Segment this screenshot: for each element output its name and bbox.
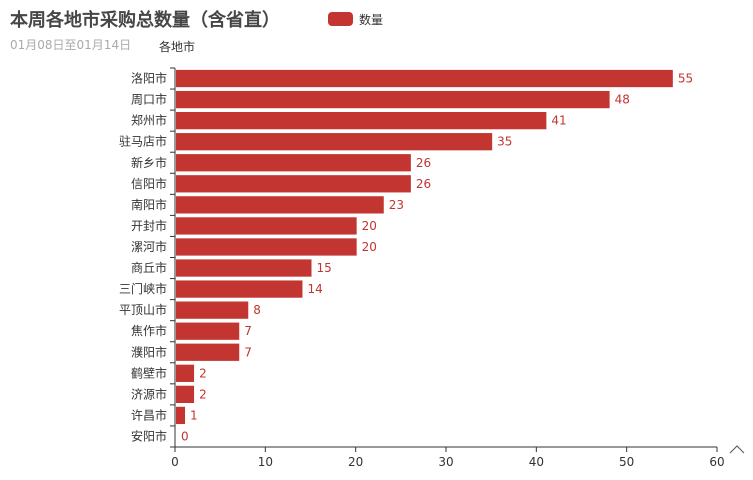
- category-label: 驻马店市: [119, 134, 167, 149]
- bar[interactable]: [176, 280, 303, 298]
- data-label: 35: [497, 135, 512, 149]
- category-label: 商丘市: [131, 260, 167, 275]
- category-label: 南阳市: [131, 197, 167, 212]
- data-label: 14: [307, 282, 322, 296]
- category-label: 济源市: [131, 386, 167, 401]
- x-tick-label: 40: [529, 455, 544, 469]
- legend-swatch[interactable]: [328, 12, 353, 26]
- data-label: 7: [244, 345, 252, 359]
- bars-layer: [176, 69, 673, 425]
- x-tick-label: 50: [619, 455, 634, 469]
- x-tick-label: 20: [348, 455, 363, 469]
- legend-label[interactable]: 数量: [359, 12, 383, 27]
- category-labels: 洛阳市周口市郑州市驻马店市新乡市信阳市南阳市开封市漯河市商丘市三门峡市平顶山市焦…: [119, 71, 167, 444]
- data-label: 8: [253, 303, 261, 317]
- chart-subtitle: 01月08日至01月14日: [10, 38, 131, 52]
- category-label: 洛阳市: [131, 71, 167, 86]
- data-label: 2: [199, 366, 207, 380]
- category-label: 许昌市: [131, 407, 167, 422]
- data-label: 0: [181, 429, 189, 443]
- bar[interactable]: [176, 259, 312, 277]
- bar[interactable]: [176, 154, 411, 172]
- bar[interactable]: [176, 196, 384, 214]
- bar[interactable]: [176, 343, 240, 361]
- bar[interactable]: [176, 90, 610, 109]
- data-label: 7: [244, 324, 252, 338]
- data-label: 26: [416, 156, 431, 170]
- x-axis-ticks: 0 10 20 30 40 50 60: [170, 67, 725, 469]
- bar[interactable]: [176, 238, 357, 256]
- category-label: 焦作市: [131, 323, 167, 338]
- data-label: 48: [615, 93, 630, 107]
- data-label: 20: [362, 219, 377, 233]
- x-tick-label: 10: [258, 455, 273, 469]
- bar[interactable]: [176, 301, 249, 319]
- bar[interactable]: [176, 322, 240, 340]
- data-label: 23: [389, 198, 404, 212]
- x-tick-label: 30: [438, 455, 453, 469]
- bar[interactable]: [176, 133, 493, 151]
- y-axis-name: 各地市: [159, 39, 195, 54]
- data-label: 55: [678, 72, 693, 86]
- bar[interactable]: [176, 406, 186, 425]
- data-label: 26: [416, 177, 431, 191]
- category-label: 鹤壁市: [131, 365, 167, 380]
- chart-title: 本周各地市采购总数量（含省直）: [10, 9, 280, 31]
- x-tick-label: 0: [171, 455, 179, 469]
- data-label: 41: [551, 114, 566, 128]
- category-label: 开封市: [131, 218, 167, 233]
- bar[interactable]: [176, 385, 195, 403]
- category-label: 濮阳市: [131, 344, 167, 359]
- category-label: 平顶山市: [119, 302, 167, 317]
- category-label: 周口市: [131, 92, 167, 107]
- chevron-up-icon[interactable]: [729, 445, 745, 454]
- category-label: 信阳市: [131, 176, 167, 191]
- bar[interactable]: [176, 217, 357, 235]
- bar[interactable]: [176, 364, 195, 382]
- category-label: 安阳市: [131, 428, 167, 443]
- data-label: 1: [190, 408, 198, 422]
- data-label: 2: [199, 387, 207, 401]
- data-label: 20: [362, 240, 377, 254]
- category-label: 漯河市: [131, 239, 167, 254]
- category-label: 郑州市: [131, 113, 167, 128]
- category-label: 新乡市: [131, 155, 167, 170]
- category-label: 三门峡市: [119, 281, 167, 296]
- bar[interactable]: [176, 175, 411, 193]
- x-tick-label: 60: [709, 455, 724, 469]
- bar[interactable]: [176, 112, 547, 130]
- legend[interactable]: 数量: [328, 12, 383, 27]
- data-label: 15: [317, 261, 332, 275]
- bar[interactable]: [176, 69, 673, 88]
